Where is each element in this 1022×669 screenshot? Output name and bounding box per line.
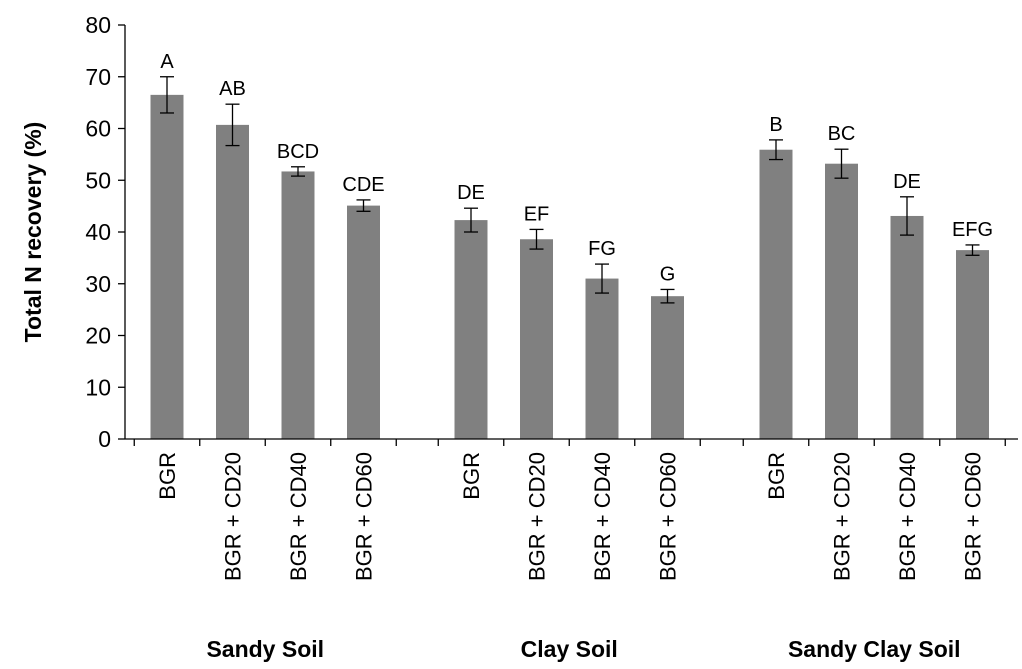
y-tick-label: 60: [85, 116, 111, 142]
significance-label: B: [769, 114, 782, 136]
bar: [585, 278, 619, 439]
category-label: BGR + CD40: [286, 452, 311, 581]
bar: [520, 239, 553, 439]
significance-label: FG: [588, 238, 616, 260]
bar: [454, 220, 488, 439]
bar: [890, 215, 924, 439]
category-label: BGR + CD60: [656, 452, 681, 581]
y-tick-label: 0: [98, 426, 111, 452]
significance-label: CDE: [342, 174, 384, 196]
significance-label: AB: [219, 78, 246, 100]
category-label: BGR + CD40: [590, 452, 615, 581]
category-labels: BGR BGR + CD20 BGR + CD40 BGR + CD60 BGR BGR …: [155, 452, 986, 581]
category-label: BGR + CD40: [895, 452, 920, 581]
error-bars: [160, 76, 980, 304]
bars: [150, 94, 989, 440]
bar: [347, 205, 380, 439]
category-label: BGR + CD20: [525, 452, 550, 581]
group-label: Clay Soil: [521, 636, 618, 662]
category-label: BGR + CD60: [961, 452, 986, 581]
significance-label: EFG: [952, 219, 993, 241]
y-tick-label: 70: [85, 64, 111, 90]
significance-labels: A AB BCD CDE DE EF FG G B BC DE EFG: [160, 51, 993, 286]
y-tick-label: 10: [85, 374, 111, 400]
significance-label: BCD: [277, 141, 319, 163]
bar: [759, 149, 793, 439]
y-tick-label: 30: [85, 271, 111, 297]
significance-label: DE: [457, 182, 485, 204]
category-label: BGR + CD60: [352, 452, 377, 581]
bar: [956, 250, 989, 439]
y-axis-title: Total N recovery (%): [20, 122, 46, 343]
category-label: BGR + CD20: [221, 452, 246, 581]
y-axis: 0 10 20 30 40 50 60 70 80: [85, 12, 126, 452]
x-axis: [125, 438, 1018, 446]
category-label: BGR: [155, 452, 180, 500]
group-label: Sandy Clay Soil: [788, 636, 961, 662]
bar: [216, 124, 249, 439]
y-tick-label: 50: [85, 167, 111, 193]
significance-label: G: [660, 263, 676, 285]
group-label: Sandy Soil: [206, 636, 324, 662]
category-label: BGR: [764, 452, 789, 500]
bar: [281, 171, 315, 439]
bar: [150, 94, 184, 440]
group-labels: Sandy Soil Clay Soil Sandy Clay Soil: [206, 636, 960, 662]
y-tick-label: 40: [85, 219, 111, 245]
significance-label: EF: [524, 203, 550, 225]
category-label: BGR: [459, 452, 484, 500]
bar: [651, 296, 684, 439]
category-label: BGR + CD20: [830, 452, 855, 581]
significance-label: BC: [828, 123, 856, 145]
significance-label: A: [160, 51, 174, 73]
bar: [825, 163, 858, 439]
y-tick-label: 80: [85, 12, 111, 38]
y-tick-label: 20: [85, 323, 111, 349]
significance-label: DE: [893, 171, 921, 193]
